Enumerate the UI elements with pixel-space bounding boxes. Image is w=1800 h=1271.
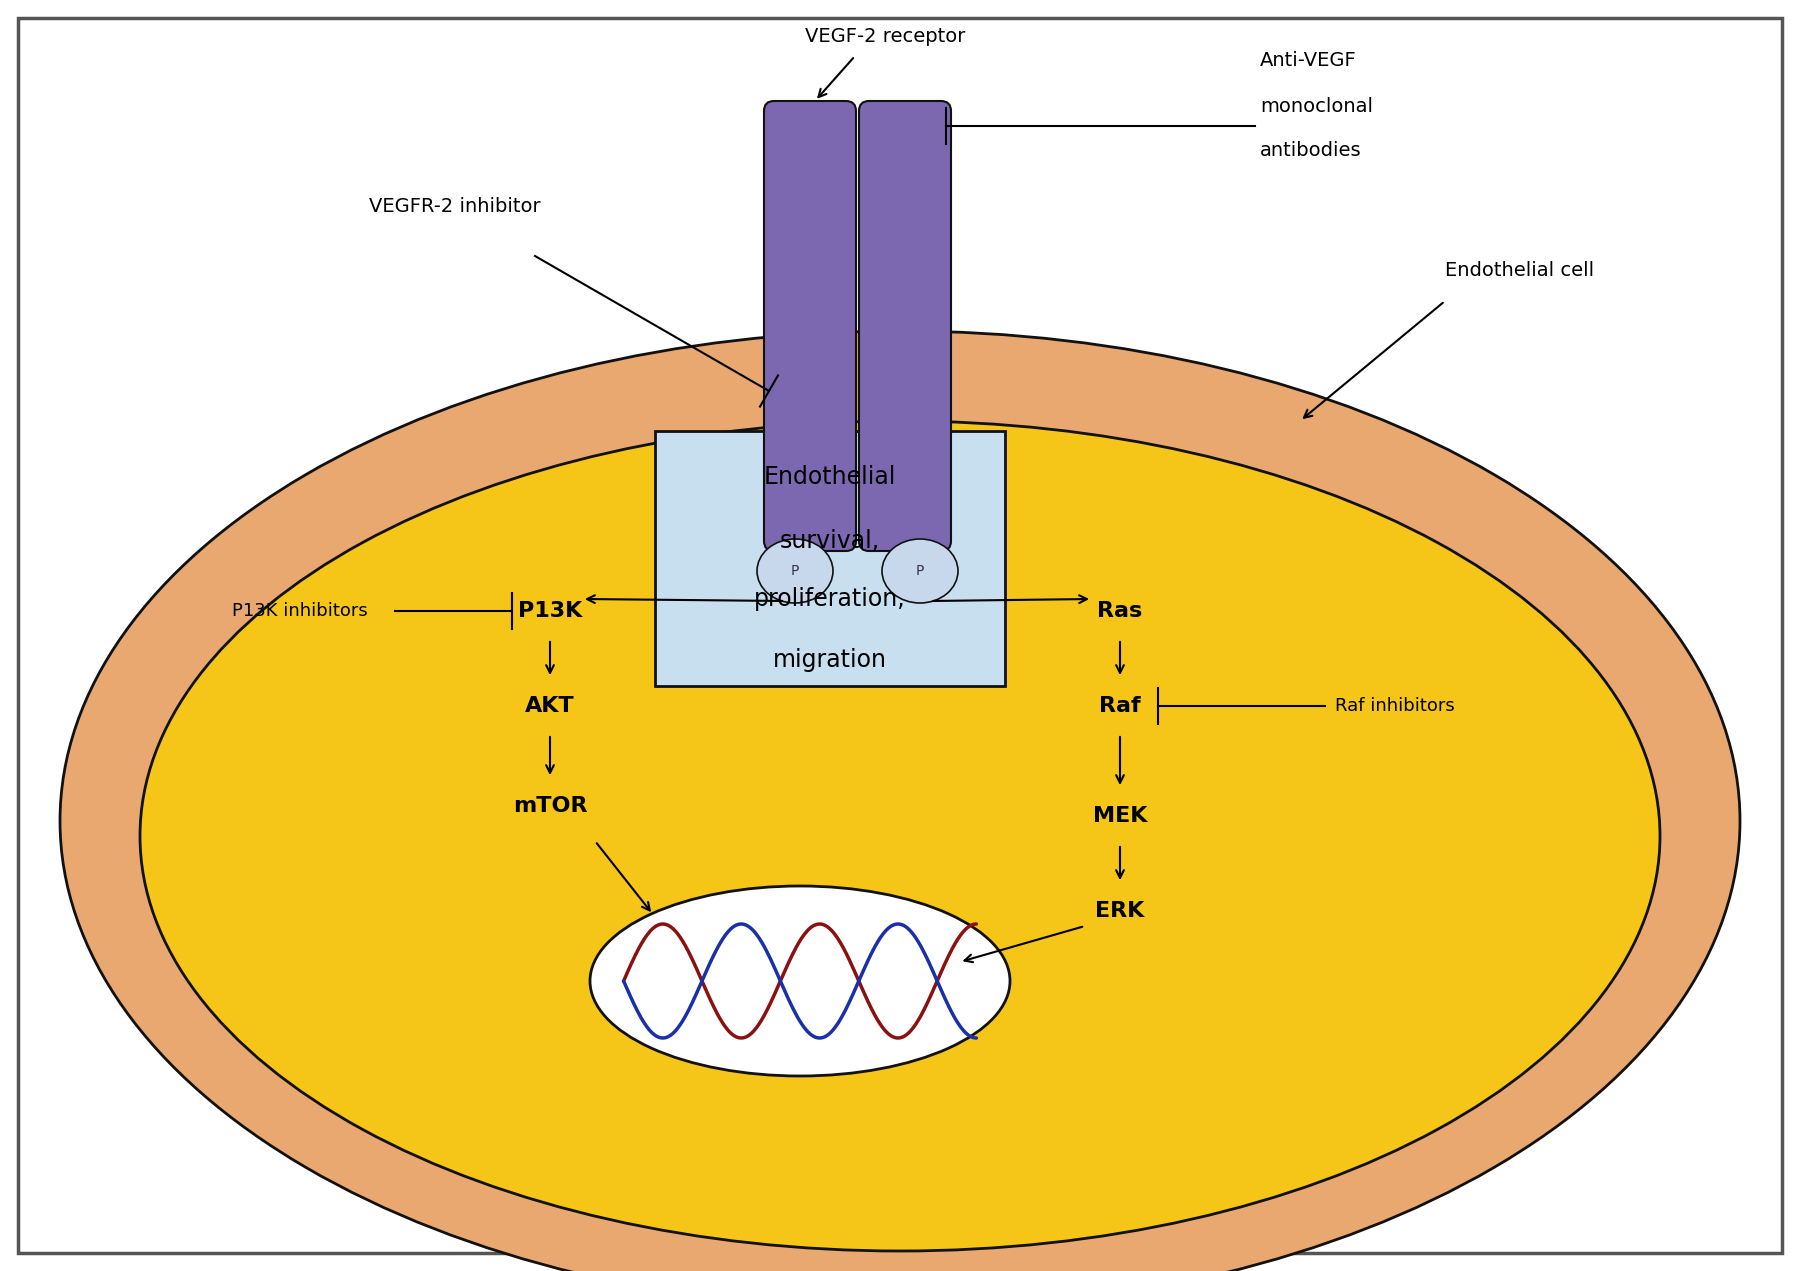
Text: P13K: P13K (518, 601, 581, 622)
FancyBboxPatch shape (18, 18, 1782, 1253)
Ellipse shape (590, 886, 1010, 1077)
Text: Ras: Ras (1098, 601, 1143, 622)
Text: Anti-VEGF: Anti-VEGF (1260, 52, 1357, 70)
Text: Raf: Raf (1100, 697, 1141, 716)
FancyBboxPatch shape (763, 100, 857, 552)
Text: Endothelial cell: Endothelial cell (1445, 262, 1595, 281)
Text: P13K inhibitors: P13K inhibitors (232, 602, 367, 620)
Ellipse shape (140, 421, 1660, 1251)
Text: survival,: survival, (779, 529, 880, 553)
Text: ERK: ERK (1096, 901, 1145, 921)
Text: Raf inhibitors: Raf inhibitors (1336, 697, 1454, 716)
Text: mTOR: mTOR (513, 796, 587, 816)
Text: migration: migration (772, 648, 887, 672)
Text: MEK: MEK (1093, 806, 1147, 826)
Text: proliferation,: proliferation, (754, 587, 905, 611)
Text: antibodies: antibodies (1260, 141, 1361, 160)
FancyBboxPatch shape (655, 431, 1004, 686)
Text: P: P (790, 564, 799, 578)
Text: monoclonal: monoclonal (1260, 97, 1373, 116)
Ellipse shape (882, 539, 958, 602)
FancyBboxPatch shape (859, 100, 950, 552)
Text: AKT: AKT (526, 697, 574, 716)
Text: Endothelial: Endothelial (763, 465, 896, 489)
Text: VEGFR-2 inhibitor: VEGFR-2 inhibitor (369, 197, 540, 216)
Ellipse shape (59, 330, 1741, 1271)
Ellipse shape (758, 539, 833, 602)
Text: P: P (916, 564, 923, 578)
Text: VEGF-2 receptor: VEGF-2 receptor (805, 27, 965, 46)
